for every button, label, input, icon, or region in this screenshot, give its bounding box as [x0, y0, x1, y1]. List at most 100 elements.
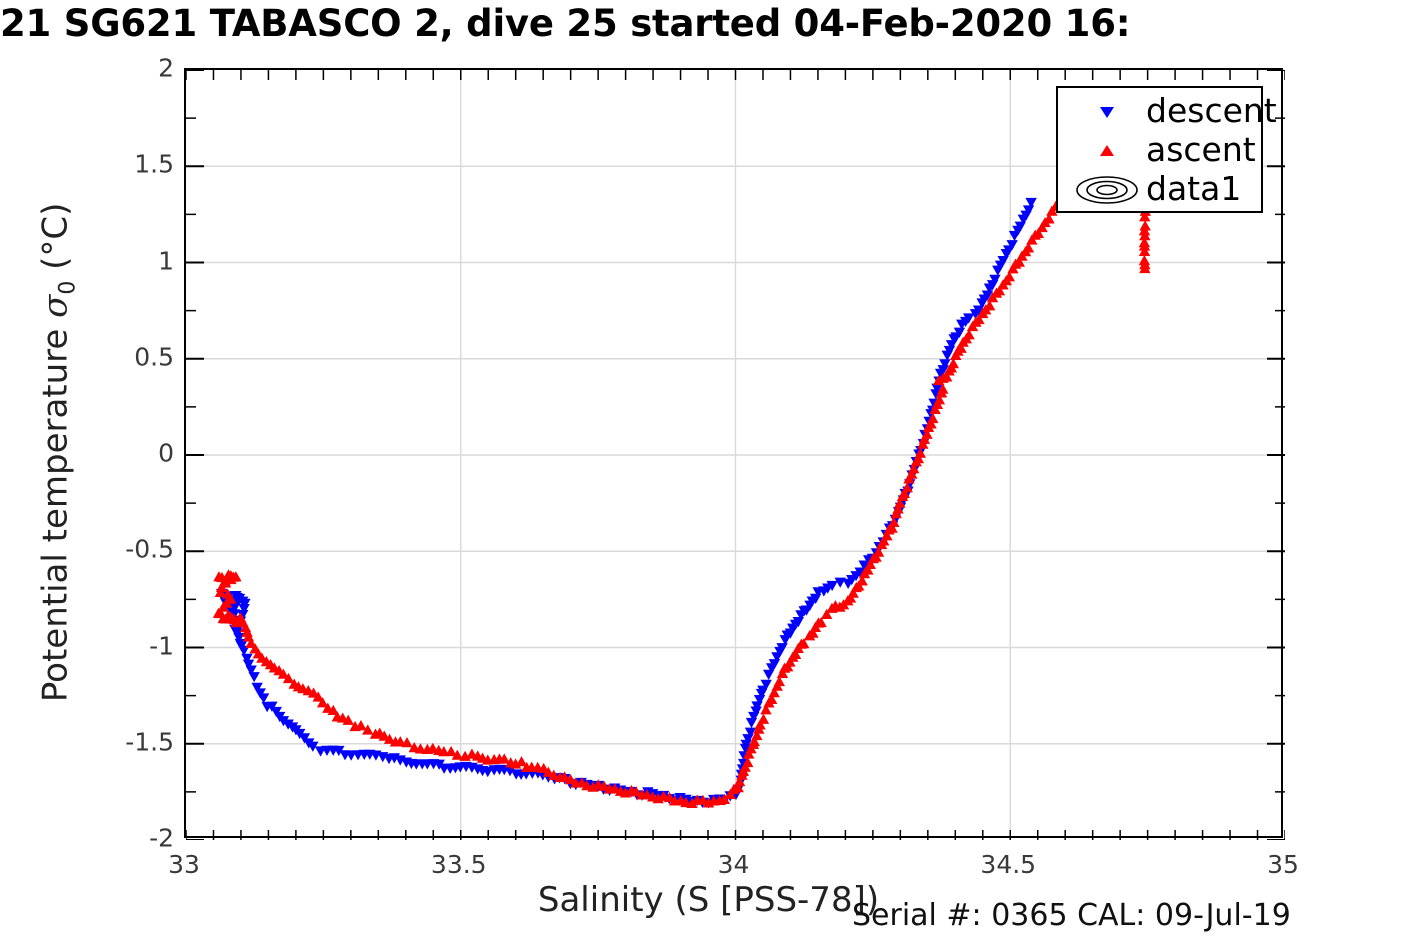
legend-box[interactable]: descent ascent data1 [1056, 86, 1277, 213]
data-point [214, 586, 227, 597]
data-point [1003, 271, 1016, 282]
data-point [1014, 221, 1027, 232]
data-point [225, 573, 237, 585]
data-point [241, 653, 253, 665]
data-point [937, 383, 949, 394]
data-point [993, 285, 1006, 296]
data-point [438, 745, 450, 757]
data-point [908, 463, 920, 474]
data-point [757, 713, 770, 724]
data-point [312, 691, 324, 702]
data-point [630, 786, 642, 797]
x-tick-label: 34.5 [980, 850, 1037, 879]
data-point [748, 735, 761, 747]
data-point [345, 750, 357, 761]
data-point [245, 665, 257, 676]
data-point [773, 675, 786, 687]
data-point [751, 729, 763, 741]
plot-canvas [186, 70, 1285, 840]
data-point [798, 638, 810, 649]
data-point [336, 712, 349, 723]
gridlines [186, 70, 1285, 840]
data-point [270, 706, 282, 718]
data-point [282, 672, 295, 684]
data-point [925, 418, 937, 429]
data-point [765, 693, 778, 704]
data-point [847, 587, 859, 598]
data-point [856, 575, 868, 586]
data-point [760, 679, 772, 690]
data-point [401, 737, 413, 748]
triangle-down-icon [1074, 92, 1146, 132]
y-tick-label: 1.5 [134, 149, 174, 179]
x-axis-title: Salinity (S [PSS-78]) [537, 880, 880, 920]
data-point [383, 733, 396, 744]
legend-label-ascent: ascent [1146, 130, 1256, 169]
y-tick-label: 0.5 [134, 342, 174, 372]
data-point [918, 433, 931, 444]
data-point [257, 693, 270, 704]
data-point [1006, 240, 1018, 251]
y-tick-label: -1 [149, 631, 174, 660]
legend-item-data1[interactable]: data1 [1058, 170, 1265, 210]
y-tick-label: -0.5 [125, 534, 174, 564]
data-point [892, 503, 904, 514]
data-point [872, 546, 885, 557]
data-point [251, 682, 263, 693]
x-tick-label: 35 [1267, 850, 1299, 879]
data-point [316, 697, 329, 708]
legend-item-ascent[interactable]: ascent [1058, 131, 1265, 171]
data-point [1036, 221, 1048, 233]
data-point [834, 577, 846, 588]
data-point [807, 627, 819, 638]
data-point [482, 767, 494, 778]
data-point [894, 497, 906, 508]
data-point [963, 329, 975, 340]
data-point [862, 564, 874, 575]
data-point [581, 780, 593, 791]
data-point [515, 756, 528, 767]
data-point [542, 766, 555, 777]
data-point [466, 748, 478, 759]
data-point [981, 290, 994, 301]
data-point [238, 603, 250, 615]
data-point [941, 371, 953, 382]
data-point [254, 688, 266, 699]
data-point [933, 394, 946, 405]
data-point [558, 771, 571, 782]
data-point [858, 560, 870, 571]
data-point [718, 793, 731, 805]
data-point [901, 482, 913, 493]
legend-item-descent[interactable]: descent [1058, 92, 1277, 132]
data-point [776, 643, 788, 654]
y-tick-label: -2 [149, 823, 174, 853]
data-point [1025, 197, 1037, 209]
figure-title: 21 SG621 TABASCO 2, dive 25 started 04-F… [0, 2, 1131, 45]
axis-ticks-inner [186, 70, 1285, 840]
data-point [298, 733, 311, 744]
data-point [742, 756, 754, 768]
y-tick-label: 1 [158, 246, 174, 275]
data-point [963, 313, 975, 324]
data-point [972, 305, 985, 316]
data-point [697, 794, 709, 805]
data-point [789, 648, 802, 660]
data-point [844, 592, 857, 603]
data-point [914, 447, 927, 458]
data-point [743, 748, 755, 759]
data-point [394, 736, 406, 747]
data-point [989, 274, 1001, 285]
data-point [548, 769, 560, 780]
data-point [826, 580, 838, 592]
data-point [408, 741, 420, 753]
data-point [898, 487, 911, 499]
data-point [564, 774, 577, 785]
data-point [362, 724, 374, 735]
data-point [355, 719, 367, 731]
data-point [912, 453, 925, 464]
serial-annotation: Serial #: 0365 CAL: 09-Jul-19 [852, 898, 1291, 933]
data-point [881, 530, 893, 541]
data-point [277, 668, 290, 679]
legend-label-data1: data1 [1146, 169, 1242, 208]
